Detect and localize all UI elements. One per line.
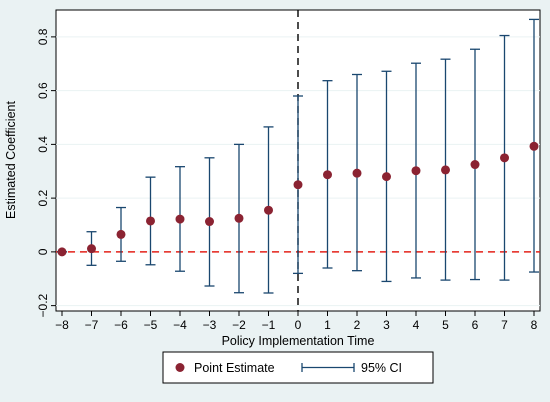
x-tick-label-6: −2 xyxy=(232,318,246,332)
x-tick-label-4: −4 xyxy=(173,318,187,332)
point-estimate-6 xyxy=(234,213,244,223)
x-tick-label-3: −5 xyxy=(144,318,158,332)
x-tick-label-15: 7 xyxy=(501,318,508,332)
point-estimate-series xyxy=(57,141,539,257)
x-tick-label-13: 5 xyxy=(442,318,449,332)
x-tick-label-1: −7 xyxy=(85,318,99,332)
y-tick-label-3: 0.4 xyxy=(36,136,50,153)
point-estimate-1 xyxy=(87,244,96,254)
point-estimate-14 xyxy=(470,160,480,170)
x-tick-label-16: 8 xyxy=(531,318,538,332)
legend: Point Estimate 95% CI xyxy=(162,351,434,384)
legend-box xyxy=(162,351,434,384)
point-estimate-10 xyxy=(352,168,362,178)
legend-label-ci: 95% CI xyxy=(361,361,402,375)
point-estimate-3 xyxy=(146,216,155,226)
y-tick-label-4: 0.6 xyxy=(36,82,50,99)
legend-point-marker xyxy=(175,363,185,372)
y-tick-label-2: 0.2 xyxy=(36,189,50,206)
x-tick-label-12: 4 xyxy=(413,318,420,332)
x-tick-label-10: 2 xyxy=(354,318,361,332)
point-estimate-7 xyxy=(264,205,273,215)
point-estimate-2 xyxy=(116,229,126,239)
y-axis-title: Estimated Coefficient xyxy=(4,101,18,219)
point-estimate-15 xyxy=(500,153,509,163)
point-estimate-9 xyxy=(323,170,332,180)
x-tick-label-0: −8 xyxy=(55,318,69,332)
point-estimate-4 xyxy=(175,214,185,224)
x-tick-label-14: 6 xyxy=(472,318,479,332)
y-tick-label-0: −0.2 xyxy=(36,293,50,317)
x-tick-label-5: −3 xyxy=(203,318,217,332)
x-axis: −8 −7 −6 −5 −4 −3 −2 −1 0 1 2 3 4 5 6 7 8 xyxy=(55,311,538,332)
point-estimate-8 xyxy=(293,180,303,190)
y-tick-label-1: 0 xyxy=(36,248,50,255)
x-tick-label-7: −1 xyxy=(262,318,276,332)
point-estimate-5 xyxy=(205,217,214,227)
point-estimate-13 xyxy=(441,165,450,175)
x-tick-label-9: 1 xyxy=(324,318,331,332)
point-estimate-12 xyxy=(411,166,421,176)
x-tick-label-11: 3 xyxy=(383,318,390,332)
x-axis-title: Policy Implementation Time xyxy=(222,334,375,348)
y-tick-label-5: 0.8 xyxy=(36,28,50,45)
point-estimate-0 xyxy=(57,247,67,257)
point-estimate-16 xyxy=(529,141,539,151)
x-tick-label-8: 0 xyxy=(295,318,302,332)
x-tick-label-2: −6 xyxy=(114,318,128,332)
legend-label-point-estimate: Point Estimate xyxy=(194,361,275,375)
point-estimate-11 xyxy=(382,172,391,182)
y-axis: −0.2 0 0.2 0.4 0.6 0.8 xyxy=(36,28,56,317)
